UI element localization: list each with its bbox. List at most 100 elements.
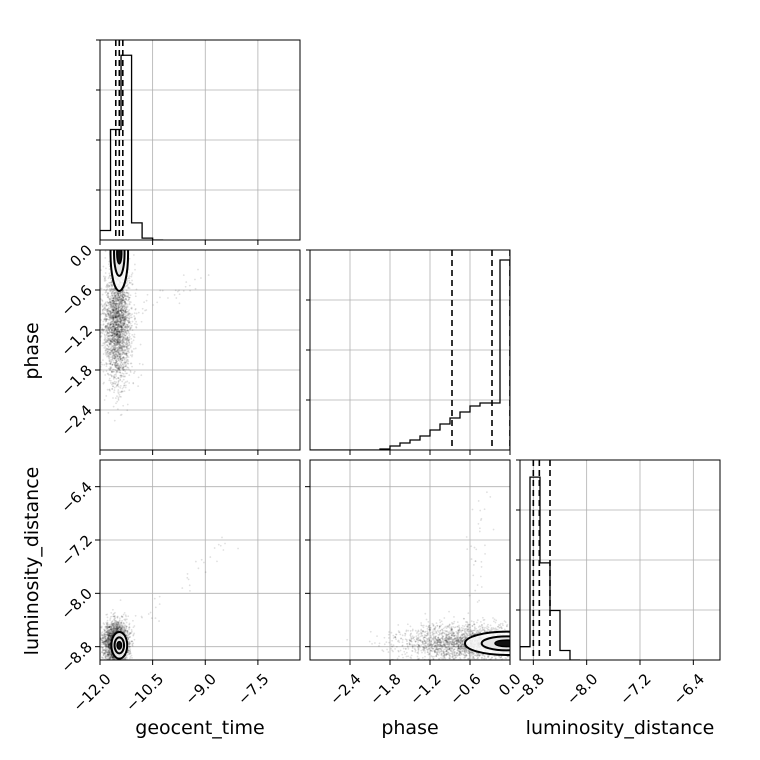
sample-point <box>112 324 115 327</box>
sample-point <box>122 357 124 360</box>
sample-point <box>119 300 122 303</box>
sample-point <box>115 629 118 632</box>
sample-point <box>113 389 116 392</box>
sample-point <box>109 322 112 325</box>
sample-point <box>108 337 111 340</box>
sample-point <box>106 641 109 644</box>
sample-point <box>114 665 116 667</box>
sample-point <box>115 331 118 334</box>
sample-point <box>110 301 112 304</box>
sample-point <box>111 624 114 626</box>
sample-point <box>126 380 129 383</box>
sample-point <box>113 330 116 333</box>
sample-point <box>122 338 125 340</box>
sample-point <box>112 312 115 315</box>
sample-point <box>119 347 122 350</box>
sample-point <box>126 325 128 328</box>
sample-point <box>107 632 110 634</box>
sample-point <box>106 639 108 641</box>
sample-point <box>122 244 124 246</box>
sample-point <box>108 284 111 287</box>
sample-point <box>120 328 123 331</box>
sample-point <box>112 332 115 335</box>
sample-point <box>130 314 132 317</box>
sample-point <box>105 363 108 366</box>
sample-point <box>117 245 119 247</box>
sample-point <box>128 309 131 311</box>
sample-point <box>105 338 108 341</box>
sample-point <box>107 653 110 655</box>
sample-point <box>116 233 118 235</box>
sample-point <box>104 633 106 635</box>
sample-point <box>118 340 121 343</box>
sample-point <box>115 324 117 327</box>
sample-point <box>120 245 122 247</box>
sample-point <box>120 301 123 304</box>
sample-point <box>104 307 106 309</box>
sample-point <box>119 674 121 676</box>
sample-point <box>113 324 116 327</box>
sample-point <box>122 299 125 302</box>
sample-point <box>120 244 122 246</box>
sample-point <box>110 371 113 374</box>
sample-point <box>127 293 130 296</box>
sample-point <box>113 321 116 324</box>
sample-point <box>103 649 106 652</box>
sample-point <box>120 352 122 355</box>
sample-point <box>111 348 114 351</box>
sample-point <box>107 644 110 646</box>
sample-point <box>121 315 124 318</box>
sample-point <box>122 299 125 302</box>
sample-point <box>106 653 109 656</box>
sample-point <box>104 325 107 328</box>
sample-point <box>106 332 109 335</box>
sample-point <box>111 381 114 384</box>
sample-point <box>112 297 115 300</box>
sample-point <box>110 321 113 324</box>
sample-point <box>119 291 121 294</box>
sample-point <box>111 355 114 358</box>
sample-point <box>117 380 120 383</box>
sample-point <box>127 663 129 665</box>
sample-point <box>115 354 118 356</box>
sample-point <box>115 319 118 322</box>
sample-point <box>95 667 97 669</box>
sample-point <box>110 287 113 290</box>
sample-point <box>107 314 110 316</box>
sample-point <box>116 341 119 344</box>
sample-point <box>119 344 122 347</box>
sample-point <box>120 245 122 247</box>
sample-point <box>115 302 118 305</box>
sample-point <box>128 382 131 384</box>
sample-point <box>135 326 138 329</box>
sample-point <box>133 347 135 350</box>
sample-point <box>117 323 120 326</box>
sample-point <box>110 317 113 320</box>
sample-point <box>114 365 117 367</box>
sample-point <box>119 340 122 343</box>
sample-point <box>103 334 106 337</box>
sample-point <box>118 246 120 248</box>
sample-point <box>104 279 107 282</box>
sample-point <box>111 364 114 366</box>
sample-point <box>173 294 176 296</box>
sample-point <box>117 348 120 350</box>
sample-point <box>105 284 108 287</box>
sample-point <box>109 347 112 350</box>
sample-point <box>103 318 106 321</box>
sample-point <box>123 349 126 352</box>
sample-point <box>118 298 121 300</box>
sample-point <box>117 323 119 325</box>
sample-point <box>113 313 116 316</box>
sample-point <box>117 341 119 344</box>
sample-point <box>123 307 126 310</box>
sample-point <box>116 292 119 294</box>
sample-point <box>122 671 124 673</box>
sample-point <box>115 242 117 244</box>
sample-point <box>116 338 118 341</box>
sample-point <box>116 329 119 332</box>
sample-point <box>121 292 124 295</box>
sample-point <box>115 316 118 319</box>
sample-point <box>116 333 118 336</box>
sample-point <box>117 338 120 341</box>
